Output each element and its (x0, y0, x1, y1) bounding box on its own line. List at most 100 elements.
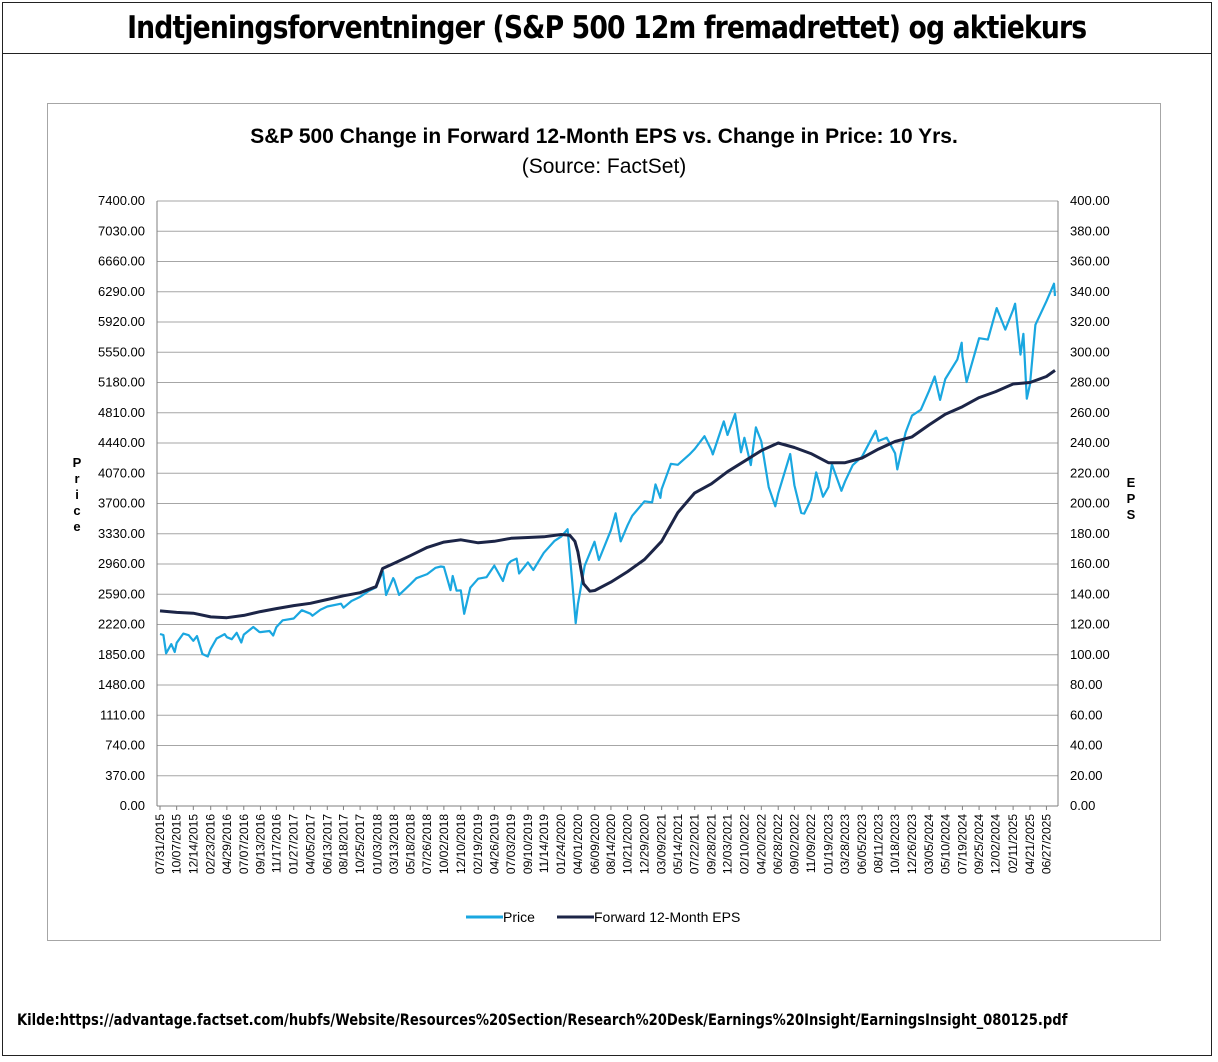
x-tick-label: 07/07/2016 (237, 814, 251, 874)
chart-svg: S&P 500 Change in Forward 12-Month EPS v… (73, 125, 1136, 925)
x-tick-label: 12/10/2018 (454, 814, 468, 874)
y-right-tick-label: 260.00 (1070, 405, 1110, 420)
page-title: Indtjeningsforventninger (S&P 500 12m fr… (127, 9, 1087, 46)
x-tick-label: 12/14/2015 (186, 814, 200, 874)
x-tick-label: 07/22/2021 (688, 814, 702, 874)
y-right-label-letter: E (1127, 475, 1136, 490)
x-tick-label: 04/05/2017 (303, 814, 317, 874)
x-tick-label: 12/26/2023 (905, 814, 919, 874)
x-tick-label: 01/24/2020 (554, 814, 568, 874)
y-right-label-letter: P (1127, 491, 1136, 506)
y-left-tick-label: 4440.00 (98, 435, 145, 450)
y-left-tick-label: 1480.00 (98, 677, 145, 692)
y-left-label-letter: r (74, 471, 79, 486)
page-header: Indtjeningsforventninger (S&P 500 12m fr… (2, 2, 1212, 54)
x-tick-label: 06/27/2025 (1039, 814, 1053, 874)
x-tick-label: 01/27/2017 (287, 814, 301, 874)
y-left-tick-label: 2220.00 (98, 617, 145, 632)
x-tick-label: 04/01/2020 (571, 814, 585, 874)
y-left-label-letter: i (75, 487, 79, 502)
y-right-tick-label: 300.00 (1070, 344, 1110, 359)
legend-label: Price (503, 909, 535, 925)
x-tick-label: 07/03/2019 (504, 814, 518, 874)
y-right-tick-label: 360.00 (1070, 254, 1110, 269)
y-right-tick-label: 40.00 (1070, 738, 1103, 753)
x-tick-label: 02/23/2016 (204, 814, 218, 874)
x-tick-label: 09/10/2019 (521, 814, 535, 874)
x-tick-label: 05/10/2024 (938, 814, 952, 874)
y-right-tick-label: 120.00 (1070, 617, 1110, 632)
x-tick-label: 04/20/2022 (754, 814, 768, 874)
y-right-tick-label: 380.00 (1070, 223, 1110, 238)
x-tick-label: 09/28/2021 (704, 814, 718, 874)
y-left-tick-label: 7400.00 (98, 193, 145, 208)
x-tick-label: 07/31/2015 (153, 814, 167, 874)
y-right-tick-label: 320.00 (1070, 314, 1110, 329)
y-right-tick-label: 280.00 (1070, 375, 1110, 390)
x-tick-label: 10/07/2015 (170, 814, 184, 874)
y-left-tick-label: 6290.00 (98, 284, 145, 299)
y-right-tick-label: 400.00 (1070, 193, 1110, 208)
x-tick-label: 01/03/2018 (370, 814, 384, 874)
x-tick-label: 02/11/2025 (1006, 814, 1020, 873)
y-left-tick-label: 4070.00 (98, 465, 145, 480)
y-right-tick-label: 240.00 (1070, 435, 1110, 450)
y-left-tick-label: 6660.00 (98, 254, 145, 269)
x-tick-label: 06/05/2023 (855, 814, 869, 874)
legend: Price Forward 12-Month EPS (466, 909, 740, 925)
x-tick-label: 03/13/2018 (387, 814, 401, 874)
source-citation: Kilde:https://advantage.factset.com/hubf… (17, 1010, 1068, 1029)
y-axis-right-ticks: 0.00 20.00 40.00 60.00 80.00 100.00 120.00 140.… (1070, 193, 1110, 813)
y-right-tick-label: 220.00 (1070, 465, 1110, 480)
x-tick-label: 05/14/2021 (671, 814, 685, 874)
x-tick-label: 09/02/2022 (787, 814, 801, 874)
y-right-tick-label: 0.00 (1070, 798, 1095, 813)
y-left-tick-label: 1850.00 (98, 647, 145, 662)
x-axis-ticks: 07/31/2015 10/07/2015 12/14/2015 02/23/2016… (153, 806, 1053, 874)
x-tick-label: 06/28/2022 (771, 814, 785, 874)
plot-frame (156, 201, 1059, 807)
y-left-tick-label: 3330.00 (98, 526, 145, 541)
y-left-tick-label: 5920.00 (98, 314, 145, 329)
y-left-tick-label: 2960.00 (98, 556, 145, 571)
x-tick-label: 07/19/2024 (955, 814, 969, 874)
chart-container: S&P 500 Change in Forward 12-Month EPS v… (47, 103, 1161, 941)
x-tick-label: 08/14/2020 (604, 814, 618, 874)
x-tick-label: 10/02/2018 (437, 814, 451, 874)
x-tick-label: 12/29/2020 (637, 814, 651, 874)
legend-item-price: Price (466, 909, 535, 925)
y-left-tick-label: 7030.00 (98, 223, 145, 238)
y-right-tick-label: 160.00 (1070, 556, 1110, 571)
y-right-tick-label: 180.00 (1070, 526, 1110, 541)
y-right-tick-label: 340.00 (1070, 284, 1110, 299)
x-tick-label: 03/28/2023 (838, 814, 852, 874)
x-tick-label: 08/18/2017 (336, 814, 350, 874)
y-right-tick-label: 100.00 (1070, 647, 1110, 662)
x-tick-label: 04/26/2019 (487, 814, 501, 874)
x-tick-label: 09/13/2016 (253, 814, 267, 874)
x-tick-label: 06/09/2020 (588, 814, 602, 874)
y-left-tick-label: 4810.00 (98, 405, 145, 420)
chart-subtitle: (Source: FactSet) (522, 155, 687, 178)
series-line-price (159, 282, 1057, 658)
y-left-tick-label: 0.00 (120, 798, 145, 813)
y-left-label-letter: c (73, 503, 80, 518)
x-tick-label: 02/19/2019 (471, 814, 485, 874)
y-left-tick-label: 3700.00 (98, 496, 145, 511)
x-tick-label: 01/19/2023 (821, 814, 835, 874)
y-axis-right-label: EPS (1127, 475, 1136, 522)
y-left-tick-label: 5180.00 (98, 375, 145, 390)
x-tick-label: 10/18/2023 (888, 814, 902, 874)
y-right-label-letter: S (1127, 507, 1136, 522)
x-tick-label: 05/18/2018 (403, 814, 417, 874)
y-left-tick-label: 370.00 (105, 768, 145, 783)
y-right-tick-label: 20.00 (1070, 768, 1103, 783)
y-right-tick-label: 60.00 (1070, 707, 1103, 722)
x-tick-label: 12/02/2024 (989, 814, 1003, 874)
x-tick-label: 10/21/2020 (621, 814, 635, 874)
legend-item-eps: Forward 12-Month EPS (557, 909, 740, 925)
x-tick-label: 03/09/2021 (655, 814, 669, 874)
x-tick-label: 06/13/2017 (320, 814, 334, 874)
y-left-tick-label: 1110.00 (100, 707, 145, 722)
